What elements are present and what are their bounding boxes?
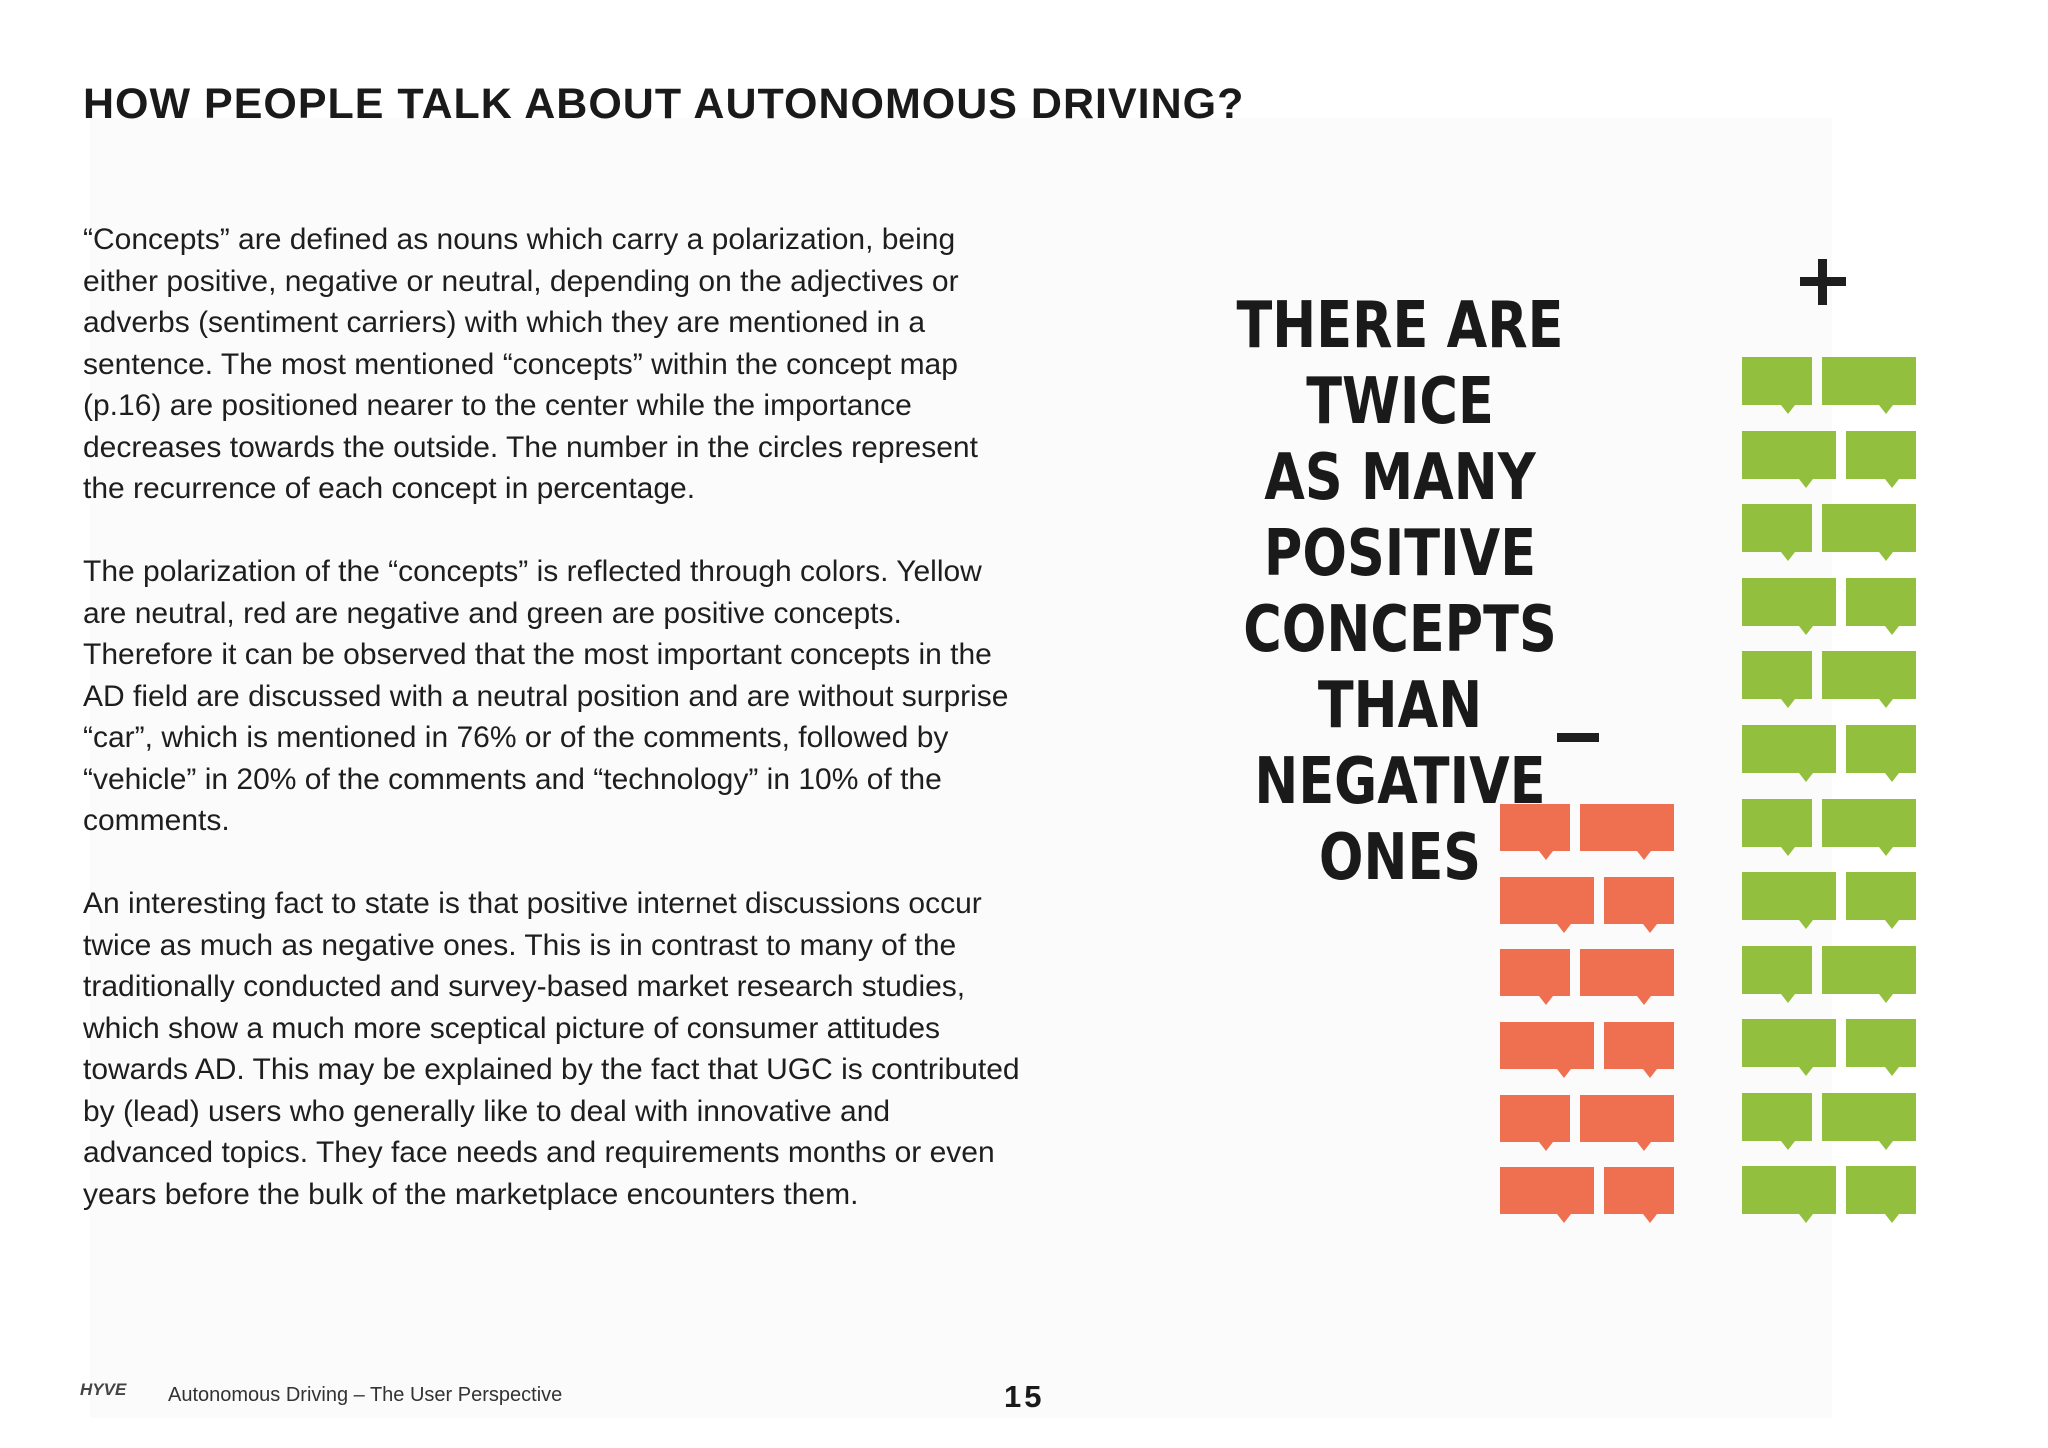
positive-concept-bubble [1822, 1092, 1916, 1150]
positive-concept-bubble [1742, 1092, 1812, 1150]
positive-concept-bubble [1742, 577, 1836, 635]
positive-concept-bubble [1742, 1019, 1836, 1077]
positive-concept-bubble [1846, 1166, 1916, 1224]
page-number: 15 [1004, 1379, 1045, 1414]
positive-concept-bubble [1846, 872, 1916, 930]
body-text: “Concepts” are defined as nouns which ca… [83, 219, 1023, 1257]
positive-concept-bubble [1742, 504, 1812, 562]
headline-line: ONES [1318, 821, 1482, 895]
negative-concept-bubble [1604, 1167, 1674, 1224]
positive-concept-bubble [1846, 430, 1916, 488]
negative-concept-bubble [1580, 949, 1674, 1006]
positive-concept-bubble [1846, 1019, 1916, 1077]
page-title: HOW PEOPLE TALK ABOUT AUTONOMOUS DRIVING… [83, 80, 1245, 128]
hyve-logo: HYVE [80, 1380, 127, 1399]
negative-concept-bubble [1580, 804, 1674, 860]
minus-icon [1557, 733, 1599, 742]
negative-concept-bubble [1500, 804, 1570, 860]
positive-concept-bubble [1742, 798, 1812, 856]
negative-concept-bubble [1604, 1022, 1674, 1078]
positive-concept-bubble [1822, 651, 1916, 709]
positive-concept-bubble [1822, 945, 1916, 1003]
headline-line: AS MANY POSITIVE [1263, 441, 1537, 591]
negative-concept-bubble [1500, 1167, 1594, 1224]
headline-line: THAN NEGATIVE [1254, 669, 1546, 819]
negative-concept-bubble [1500, 876, 1594, 933]
footer-publication: Autonomous Driving – The User Perspectiv… [168, 1384, 563, 1406]
negative-concept-bubble [1604, 876, 1674, 933]
positive-concept-bubble [1822, 357, 1916, 414]
positive-concept-bubble [1742, 651, 1812, 709]
positive-concept-bubble [1822, 504, 1916, 562]
positive-concept-bubble [1742, 945, 1812, 1003]
positive-concept-bubble [1742, 430, 1836, 488]
negative-concept-bubble [1580, 1094, 1674, 1151]
positive-concept-bubble [1822, 798, 1916, 856]
negative-concept-bubble [1500, 1094, 1570, 1151]
negative-concept-bubble [1500, 1022, 1594, 1078]
positive-concept-bubble [1742, 872, 1836, 930]
positive-concept-bubble [1846, 724, 1916, 782]
infographic-headline: THERE ARE TWICE AS MANY POSITIVE CONCEPT… [1179, 288, 1622, 896]
paragraph-concepts-definition: “Concepts” are defined as nouns which ca… [83, 223, 978, 505]
positive-concept-bubble [1742, 1166, 1836, 1224]
headline-line: CONCEPTS [1243, 593, 1557, 667]
positive-concept-bubble [1742, 724, 1836, 782]
paragraph-interesting-fact: An interesting fact to state is that pos… [83, 887, 1020, 1211]
headline-line: THERE ARE TWICE [1236, 289, 1564, 439]
positive-concept-bubble [1742, 357, 1812, 414]
paragraph-polarization: The polarization of the “concepts” is re… [83, 555, 1009, 837]
negative-concept-bubble [1500, 949, 1570, 1006]
positive-concept-bubble [1846, 577, 1916, 635]
